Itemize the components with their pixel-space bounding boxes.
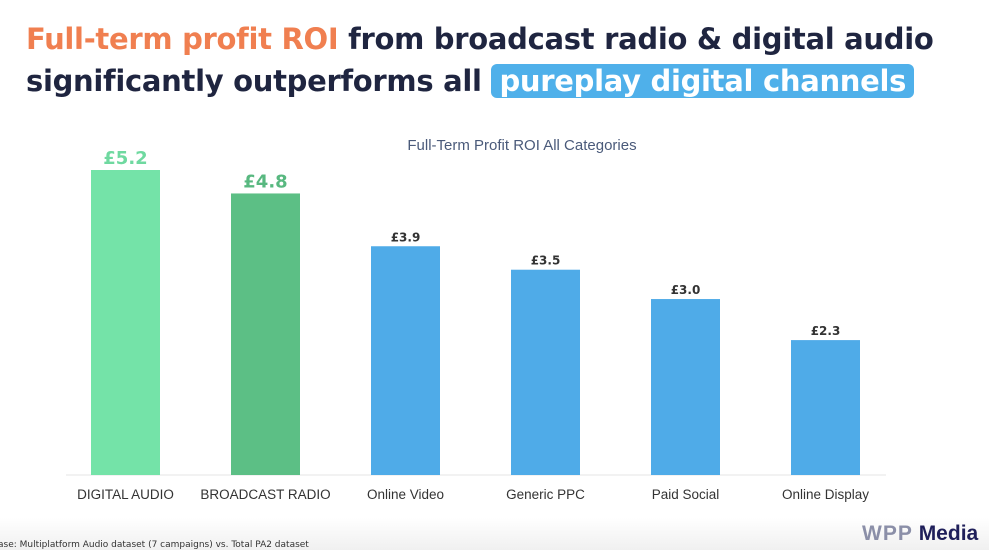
data-label: £3.5 [531,254,561,268]
footer-band [0,518,989,550]
wpp-media-logo: WPP Media [862,522,978,546]
headline-part2: significantly outperforms all [26,64,492,98]
category-label: Generic PPC [506,487,585,502]
logo-part1: WPP [862,522,913,545]
category-label: Online Display [782,487,869,502]
headline-highlight: pureplay digital channels [491,64,915,98]
bar-broadcast-radio [231,193,300,475]
data-label: £2.3 [811,324,841,338]
data-label: £5.2 [103,148,147,169]
category-label: BROADCAST RADIO [200,487,330,502]
headline-accent: Full-term profit ROI [26,22,339,56]
footnote: ase: Multiplatform Audio dataset (7 camp… [0,540,309,550]
headline: Full-term profit ROI from broadcast radi… [26,18,934,102]
bar-online-video [371,246,440,475]
data-label: £3.0 [671,283,701,297]
data-label: £4.8 [243,171,287,192]
logo-part2: Media [918,522,979,545]
bar-generic-ppc [511,269,580,475]
bar-digital-audio [91,170,160,475]
bar-chart: Full-Term Profit ROI All Categories £5.2… [66,137,886,502]
bar-paid-social [651,299,720,475]
category-label: Online Video [367,487,444,502]
category-label: Paid Social [652,487,720,502]
chart-title: Full-Term Profit ROI All Categories [407,137,636,154]
headline-part1: from broadcast radio & digital audio [338,22,934,56]
data-label: £3.9 [391,230,421,244]
category-label: DIGITAL AUDIO [77,487,174,502]
bar-online-display [791,340,860,475]
